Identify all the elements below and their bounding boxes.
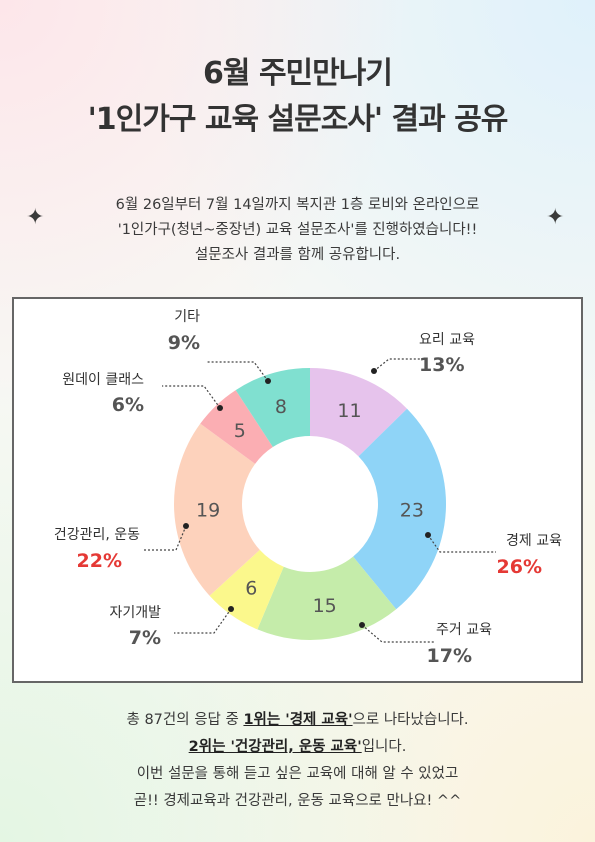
slice-value-label: 19 — [196, 500, 220, 522]
callout-line — [162, 385, 221, 409]
callout-dot — [183, 523, 189, 529]
donut-slice — [174, 423, 260, 596]
percent-label: 22% — [77, 550, 122, 572]
intro-line: 6월 26일부터 7월 14일까지 복지관 1층 로비와 온라인으로 — [115, 197, 480, 213]
callout-dot — [371, 368, 377, 374]
sparkle-icon: ✦ — [26, 205, 45, 230]
slice-value-label: 23 — [400, 500, 424, 522]
summary-text-span: 총 87건의 응답 중 — [126, 712, 244, 728]
donut-chart: 11 요리 교육 13% 23 경제 교육 26% 15 주거 교육 17% 6 자기개발 7% 19 건… — [54, 309, 562, 667]
callout-dot — [359, 622, 365, 628]
slice-value-label: 5 — [234, 420, 246, 442]
percent-label: 17% — [427, 645, 472, 667]
chart-frame: 11 요리 교육 13% 23 경제 교육 26% 15 주거 교육 17% 6 자기개발 7% 19 건… — [12, 297, 583, 683]
page-title-line1: 6월 주민만나기 — [203, 56, 393, 91]
percent-label: 26% — [497, 556, 542, 578]
callout-dot — [217, 405, 223, 411]
slice-value-label: 15 — [313, 595, 337, 617]
summary-text: 총 87건의 응답 중 1위는 '경제 교육'으로 나타났습니다. 2위는 '건… — [20, 707, 575, 815]
percent-label: 9% — [168, 332, 200, 354]
category-label: 자기개발 — [109, 605, 161, 621]
intro-line: '1인가구(청년~중장년) 교육 설문조사'를 진행하였습니다!! — [117, 222, 478, 238]
callout-dot — [425, 532, 431, 538]
donut-slice — [235, 368, 310, 448]
category-label: 건강관리, 운동 — [54, 527, 140, 543]
summary-line-1: 총 87건의 응답 중 1위는 '경제 교육'으로 나타났습니다. — [20, 707, 575, 734]
summary-highlight-first: 1위는 '경제 교육' — [243, 712, 353, 728]
category-label: 원데이 클래스 — [62, 372, 144, 388]
donut-slice — [257, 556, 397, 640]
donut-slice — [310, 368, 408, 457]
percent-label: 6% — [112, 394, 144, 416]
callout-dot — [265, 378, 271, 384]
slice-value-label: 8 — [275, 396, 287, 418]
percent-label: 13% — [419, 354, 464, 376]
callout-dot — [228, 606, 234, 612]
percent-label: 7% — [129, 627, 161, 649]
callout-line — [373, 358, 424, 372]
callout-line — [144, 525, 187, 551]
intro-line: 설문조사 결과를 함께 공유합니다. — [194, 247, 401, 263]
sparkle-icon: ✦ — [546, 205, 565, 230]
slice-value-label: 6 — [245, 577, 257, 599]
summary-line-2: 2위는 '건강관리, 운동 교육'입니다. — [20, 734, 575, 761]
callout-line — [361, 624, 434, 643]
callout-line — [427, 534, 496, 553]
donut-slice — [353, 408, 446, 610]
summary-text-span: 으로 나타났습니다. — [352, 712, 469, 728]
summary-highlight-second: 2위는 '건강관리, 운동 교육' — [188, 739, 362, 755]
summary-line-4: 곧!! 경제교육과 건강관리, 운동 교육으로 만나요! ^^ — [133, 793, 462, 809]
slice-value-label: 11 — [337, 400, 361, 422]
summary-line-3: 이번 설문을 통해 듣고 싶은 교육에 대해 알 수 있었고 — [136, 766, 459, 782]
intro-text: 6월 26일부터 7월 14일까지 복지관 1층 로비와 온라인으로 '1인가구… — [40, 193, 555, 268]
category-label: 주거 교육 — [436, 622, 492, 638]
category-label: 경제 교육 — [506, 533, 562, 549]
summary-text-span: 입니다. — [361, 739, 407, 755]
page-title-line2: '1인가구 교육 설문조사' 결과 공유 — [87, 102, 509, 137]
callout-line — [174, 608, 232, 634]
category-label: 요리 교육 — [419, 332, 475, 348]
category-label: 기타 — [174, 309, 200, 325]
